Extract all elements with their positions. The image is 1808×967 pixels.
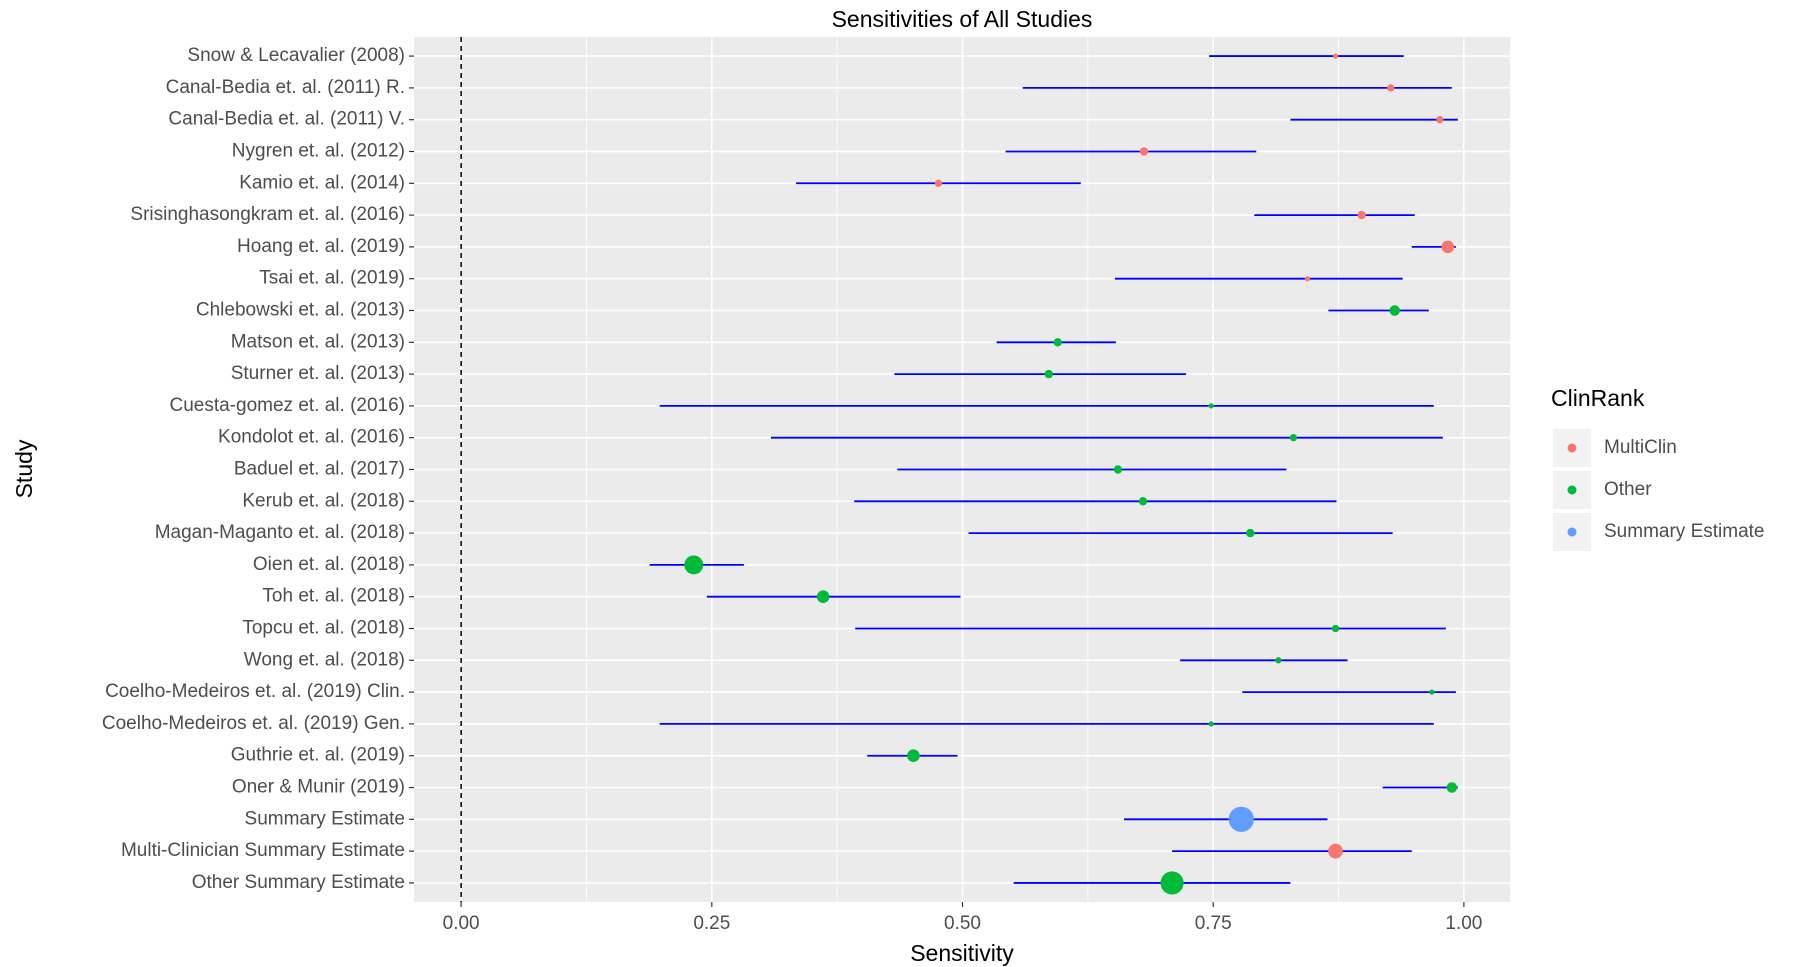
point bbox=[1044, 369, 1053, 379]
y-tick-label: Topcu et. al. (2018) bbox=[242, 618, 405, 639]
y-tick-label: Snow & Lecavalier (2008) bbox=[187, 45, 405, 66]
point bbox=[1357, 210, 1366, 220]
point bbox=[1246, 528, 1255, 538]
y-tick-label: Matson et. al. (2013) bbox=[231, 331, 405, 352]
point bbox=[1139, 147, 1149, 156]
y-tick-label: Oien et. al. (2018) bbox=[253, 554, 405, 575]
y-tick-label: Oner & Munir (2019) bbox=[232, 777, 405, 798]
point bbox=[1053, 338, 1062, 347]
plot-area bbox=[414, 37, 1510, 902]
point bbox=[1160, 871, 1184, 895]
legend-label: Other bbox=[1604, 479, 1652, 500]
y-tick-label: Kerub et. al. (2018) bbox=[242, 490, 405, 511]
x-tick-label: 0.50 bbox=[944, 913, 981, 934]
point bbox=[1228, 806, 1254, 832]
y-tick-label: Nygren et. al. (2012) bbox=[232, 141, 405, 162]
x-tick-label: 0.75 bbox=[1195, 913, 1232, 934]
legend-swatch bbox=[1567, 527, 1577, 537]
x-axis-label: Sensitivity bbox=[910, 940, 1014, 966]
point bbox=[1208, 403, 1214, 409]
point bbox=[816, 590, 830, 604]
y-tick-label: Summary Estimate bbox=[245, 808, 405, 829]
y-tick-label: Chlebowski et. al. (2013) bbox=[196, 300, 405, 321]
y-tick-label: Other Summary Estimate bbox=[192, 872, 405, 893]
legend-swatch bbox=[1567, 443, 1577, 453]
point bbox=[1389, 305, 1400, 316]
point bbox=[1441, 240, 1455, 254]
point bbox=[934, 179, 943, 187]
point bbox=[1328, 843, 1343, 859]
legend-label: Summary Estimate bbox=[1604, 521, 1764, 542]
y-tick-label: Guthrie et. al. (2019) bbox=[231, 745, 405, 766]
point bbox=[1289, 434, 1298, 442]
point bbox=[1436, 116, 1444, 124]
point bbox=[1386, 84, 1395, 92]
point bbox=[1208, 721, 1214, 727]
legend-label: MultiClin bbox=[1604, 437, 1677, 458]
point bbox=[1113, 465, 1123, 474]
point bbox=[1331, 624, 1340, 633]
point bbox=[1332, 53, 1339, 59]
point bbox=[1446, 782, 1458, 793]
x-tick-label: 0.25 bbox=[693, 913, 730, 934]
y-tick-label: Canal-Bedia et. al. (2011) R. bbox=[166, 77, 405, 98]
y-tick-label: Baduel et. al. (2017) bbox=[234, 459, 405, 480]
chart-title: Sensitivities of All Studies bbox=[832, 6, 1093, 32]
y-tick-label: Canal-Bedia et. al. (2011) V. bbox=[168, 109, 405, 130]
y-tick-label: Toh et. al. (2018) bbox=[262, 586, 405, 607]
y-tick-label: Srisinghasongkram et. al. (2016) bbox=[130, 204, 405, 225]
legend-title: ClinRank bbox=[1551, 385, 1645, 411]
point bbox=[907, 749, 920, 763]
point bbox=[684, 555, 704, 575]
point bbox=[1275, 657, 1282, 664]
y-tick-label: Kondolot et. al. (2016) bbox=[218, 427, 405, 448]
x-tick-label: 1.00 bbox=[1445, 913, 1482, 934]
y-tick-label: Cuesta-gomez et. al. (2016) bbox=[169, 395, 405, 416]
y-tick-label: Kamio et. al. (2014) bbox=[239, 172, 405, 193]
y-tick-label: Wong et. al. (2018) bbox=[244, 649, 405, 670]
y-tick-label: Magan-Maganto et. al. (2018) bbox=[155, 522, 405, 543]
legend-swatch bbox=[1567, 485, 1577, 495]
point bbox=[1138, 497, 1148, 506]
point bbox=[1304, 276, 1311, 282]
y-tick-label: Hoang et. al. (2019) bbox=[237, 236, 405, 257]
y-tick-label: Sturner et. al. (2013) bbox=[231, 363, 405, 384]
y-tick-label: Multi-Clinician Summary Estimate bbox=[121, 840, 405, 861]
y-tick-label: Tsai et. al. (2019) bbox=[259, 268, 405, 289]
y-tick-label: Coelho-Medeiros et. al. (2019) Gen. bbox=[102, 713, 405, 734]
y-axis-label: Study bbox=[11, 439, 37, 498]
point bbox=[1429, 689, 1435, 695]
x-tick-label: 0.00 bbox=[443, 913, 480, 934]
y-tick-label: Coelho-Medeiros et. al. (2019) Clin. bbox=[105, 681, 405, 702]
